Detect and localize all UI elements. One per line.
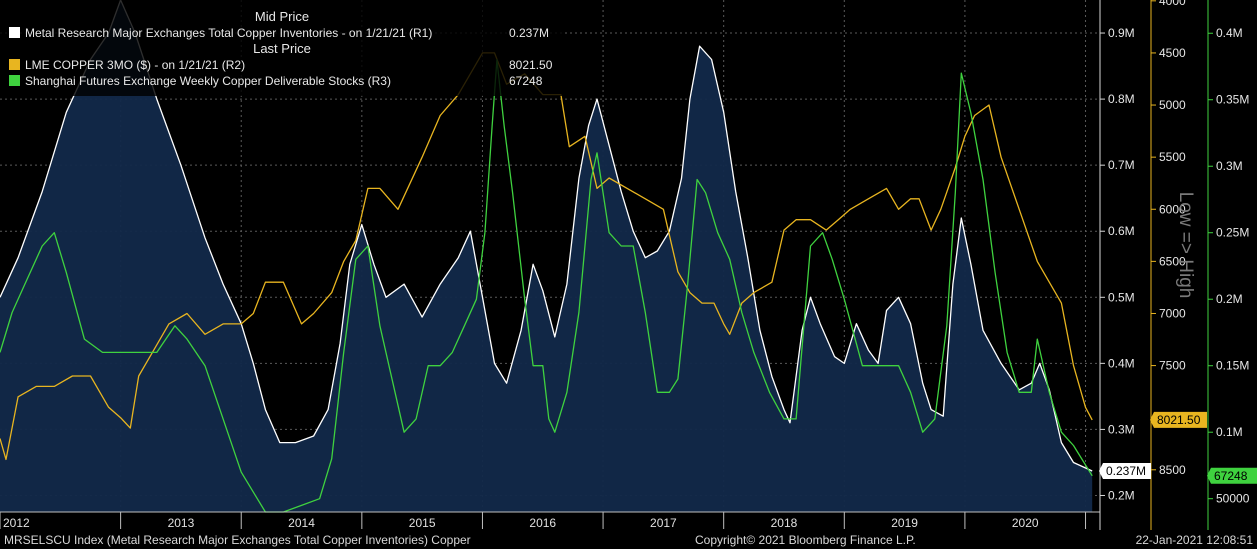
legend-label-lme: LME COPPER 3MO ($) - on 1/21/21 (R2) bbox=[25, 58, 245, 72]
x-tick-label: 2014 bbox=[288, 516, 315, 530]
r1-tick-label: 0.4M bbox=[1108, 356, 1135, 370]
legend-label-shfe: Shanghai Futures Exchange Weekly Copper … bbox=[25, 74, 391, 88]
x-tick-label: 2016 bbox=[529, 516, 556, 530]
series-line-lme bbox=[0, 52, 1093, 461]
r1-tick-label: 0.2M bbox=[1108, 488, 1135, 502]
r1-tick-label: 0.6M bbox=[1108, 224, 1135, 238]
r1-tick-label: 0.8M bbox=[1108, 92, 1135, 106]
last-value-tag-bg bbox=[1150, 411, 1207, 428]
r3-tick-label: 0.25M bbox=[1216, 226, 1249, 240]
footer: MRSELSCU Index (Metal Research Major Exc… bbox=[0, 530, 1257, 549]
legend-value-lme: 8021.50 bbox=[509, 58, 553, 72]
r3-tick-label: 0.15M bbox=[1216, 359, 1249, 373]
r3-tick-label: 0.35M bbox=[1216, 93, 1249, 107]
r3-tick-label: 0.2M bbox=[1216, 292, 1243, 306]
tag-layer: 0.237M 8021.50 67248 bbox=[1099, 411, 1257, 484]
x-tick-label: 2019 bbox=[891, 516, 918, 530]
last-value-tag-shfe: 67248 bbox=[1207, 467, 1257, 484]
r3-tick-label: 0.3M bbox=[1216, 159, 1243, 173]
last-value-tag-label: 0.237M bbox=[1106, 464, 1146, 478]
r2-tick-label: 7000 bbox=[1159, 306, 1186, 320]
r2-tick-label: 4500 bbox=[1159, 46, 1186, 60]
r1-tick-label: 0.5M bbox=[1108, 290, 1135, 304]
r1-tick-label: 0.9M bbox=[1108, 26, 1135, 40]
line-layer bbox=[0, 0, 1093, 513]
r3-tick-label: 0.1M bbox=[1216, 425, 1243, 439]
r1-tick-label: 0.3M bbox=[1108, 422, 1135, 436]
x-tick-label: 2020 bbox=[1012, 516, 1039, 530]
legend-value-shfe: 67248 bbox=[509, 74, 543, 88]
x-tick-label: 2013 bbox=[168, 516, 195, 530]
r2-tick-label: 4000 bbox=[1159, 0, 1186, 8]
x-tick-label: 2015 bbox=[409, 516, 436, 530]
r1-tick-label: 0.7M bbox=[1108, 158, 1135, 172]
r3-tick-label: 0.4M bbox=[1216, 26, 1243, 40]
r2-tick-label: 5000 bbox=[1159, 98, 1186, 112]
legend-box bbox=[0, 0, 562, 96]
footer-timestamp: 22-Jan-2021 12:08:51 bbox=[1135, 533, 1253, 547]
x-tick-label: 2017 bbox=[650, 516, 677, 530]
last-value-tag-lme: 8021.50 bbox=[1150, 411, 1207, 428]
series-area-inventories bbox=[0, 0, 1093, 512]
legend: Mid Price Metal Research Major Exchanges… bbox=[0, 0, 562, 96]
legend-mid-price-header: Mid Price bbox=[255, 9, 309, 24]
r2-tick-label: 5500 bbox=[1159, 150, 1186, 164]
x-tick-label: 2018 bbox=[771, 516, 798, 530]
last-value-tag-bg bbox=[1099, 463, 1151, 480]
legend-label-inventories: Metal Research Major Exchanges Total Cop… bbox=[25, 26, 432, 40]
area-layer bbox=[0, 0, 1093, 512]
legend-value-inventories: 0.237M bbox=[509, 26, 549, 40]
last-value-tag-bg bbox=[1207, 467, 1257, 484]
r2-side-label: Low => High bbox=[1175, 192, 1196, 299]
last-value-tag-label: 67248 bbox=[1214, 469, 1248, 483]
last-value-tag-label: 8021.50 bbox=[1157, 413, 1201, 427]
legend-swatch-lme bbox=[9, 59, 20, 70]
footer-index-label: MRSELSCU Index (Metal Research Major Exc… bbox=[4, 533, 471, 547]
r2-tick-label: 6000 bbox=[1159, 202, 1186, 216]
r2-tick-label: 7500 bbox=[1159, 359, 1186, 373]
x-tick-label: 2012 bbox=[3, 516, 30, 530]
legend-swatch-inventories bbox=[9, 27, 20, 38]
r2-tick-label: 6500 bbox=[1159, 254, 1186, 268]
footer-copyright: Copyright© 2021 Bloomberg Finance L.P. bbox=[695, 533, 916, 547]
series-line-shfe bbox=[0, 59, 1093, 513]
r2-tick-label: 8500 bbox=[1159, 463, 1186, 477]
last-value-tag-inventories: 0.237M bbox=[1099, 463, 1151, 480]
axis-layer: 2012 2013 2014 2015 2016 2017 2018 2019 2020 0.2M… bbox=[0, 0, 1250, 530]
legend-swatch-shfe bbox=[9, 75, 20, 86]
series-line-inventories bbox=[0, 0, 1093, 472]
legend-last-price-header: Last Price bbox=[253, 41, 311, 56]
r3-tick-label: 50000 bbox=[1216, 492, 1250, 506]
